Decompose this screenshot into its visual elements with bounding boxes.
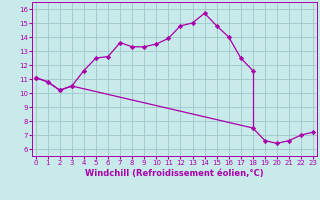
X-axis label: Windchill (Refroidissement éolien,°C): Windchill (Refroidissement éolien,°C) — [85, 169, 264, 178]
